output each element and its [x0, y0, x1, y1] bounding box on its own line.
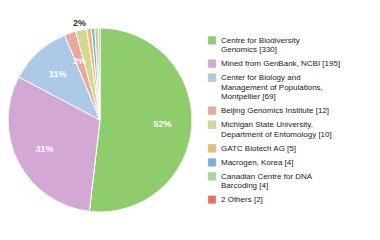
legend-swatch	[208, 196, 216, 204]
chart: 52% 31% 11% 2% 2% Centre for BiodiversityGeno…	[0, 0, 380, 240]
legend-label-line: Michigan State University,	[221, 120, 313, 129]
legend-label-line: Genomics [330]	[221, 45, 277, 54]
legend-label-line: 2 Others [2]	[221, 195, 263, 204]
pie-slice	[98, 28, 100, 120]
legend-swatch	[208, 60, 216, 68]
pie-slice	[91, 28, 100, 120]
pie	[8, 28, 192, 212]
legend-label: Canadian Centre for DNABarcoding [4]	[221, 172, 313, 191]
legend-label-line: Centre for Biodiversity	[221, 36, 300, 45]
legend-swatch	[208, 158, 216, 166]
data-label: 2%	[73, 18, 86, 28]
legend-label: Macrogen, Korea [4]	[221, 158, 293, 167]
legend-swatch	[208, 107, 216, 115]
legend-label: GATC Biotech AG [5]	[221, 144, 296, 153]
data-label: 11%	[49, 69, 67, 79]
legend-swatch	[208, 172, 216, 180]
legend-label: Mined from GenBank, NCBI [195]	[221, 59, 340, 68]
legend-label-line: Barcoding [4]	[221, 181, 268, 190]
data-label: 52%	[153, 119, 171, 129]
legend-label-line: GATC Biotech AG [5]	[221, 144, 296, 153]
legend-label: Centre for BiodiversityGenomics [330]	[221, 36, 300, 55]
legend-swatch	[208, 121, 216, 129]
legend-label: Beijing Genomics Institute [12]	[221, 106, 329, 115]
legend-label-line: Beijing Genomics Institute [12]	[221, 106, 329, 115]
legend-label: Center for Biology andManagement of Popu…	[221, 73, 323, 101]
legend-swatch	[208, 36, 216, 44]
pie-slice	[89, 28, 192, 212]
data-label: 31%	[36, 144, 54, 154]
pie-slice	[87, 28, 100, 120]
legend-label-line: Center for Biology and	[221, 73, 301, 82]
legend-label-line: Department of Entomology [10]	[221, 130, 332, 139]
pie-slice	[95, 28, 100, 120]
legend-swatch	[208, 74, 216, 82]
legend-swatch	[208, 144, 216, 152]
legend: Centre for BiodiversityGenomics [330] Min…	[208, 36, 340, 205]
legend-label: Michigan State University,Department of …	[221, 120, 332, 139]
legend-label-line: Montpellier [69]	[221, 92, 276, 101]
legend-label-line: Management of Populations,	[221, 83, 323, 92]
data-label: 2%	[73, 56, 86, 66]
pie-labels: 52% 31% 11% 2% 2%	[36, 18, 172, 154]
legend-label-line: Canadian Centre for DNA	[221, 172, 313, 181]
pie-slice	[76, 29, 100, 120]
legend-label: 2 Others [2]	[221, 195, 263, 204]
legend-label-line: Macrogen, Korea [4]	[221, 158, 293, 167]
page: {"chart_data": {"type": "pie", "categori…	[0, 0, 380, 240]
legend-label-line: Mined from GenBank, NCBI [195]	[221, 59, 340, 68]
